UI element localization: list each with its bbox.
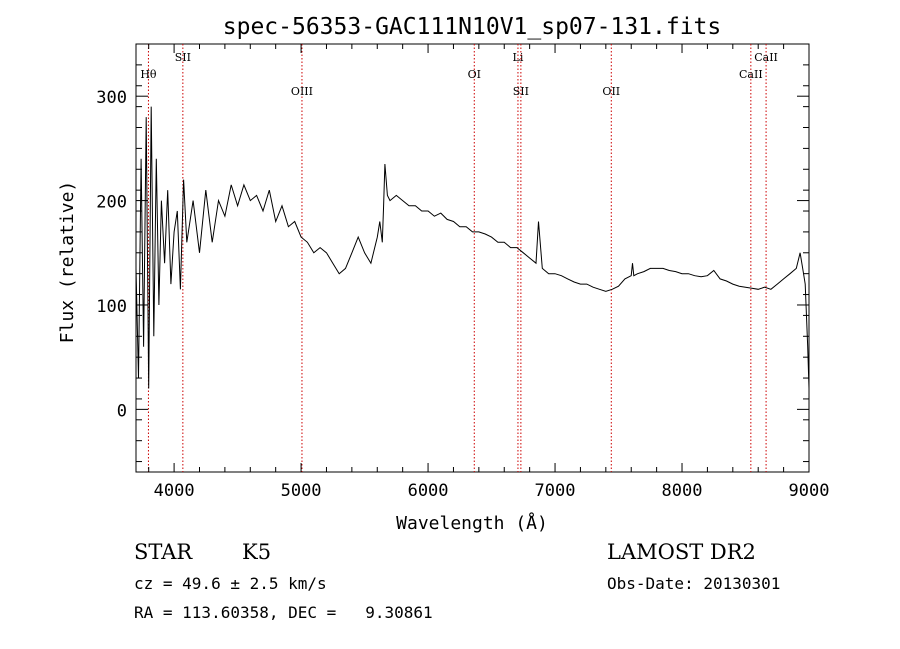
spectrum-line	[135, 106, 810, 389]
series-layer	[135, 106, 810, 389]
y-axis-label: Flux (relative)	[57, 181, 78, 344]
spectral-line-label: CaII	[739, 68, 763, 81]
y-tick-label: 0	[117, 401, 127, 421]
x-tick-label: 9000	[789, 481, 830, 501]
redshift-readout: cz = 49.6 ± 2.5 km/s	[134, 574, 327, 593]
y-axis: 0 100 200 300	[96, 43, 809, 463]
survey-name: LAMOST DR2	[607, 540, 756, 564]
x-tick-label: 4000	[154, 481, 195, 501]
spectral-line-markers: Hθ SII OIII OI Li SII OII CaII CaII	[140, 44, 778, 472]
chart-title: spec-56353-GAC111N10V1_sp07-131.fits	[223, 14, 722, 40]
subclass: K5	[242, 540, 272, 564]
spectral-line-label: OIII	[291, 85, 313, 98]
spectral-line-label: OII	[602, 85, 620, 98]
x-tick-label: 5000	[281, 481, 322, 501]
y-tick-label: 200	[96, 193, 127, 213]
coordinates: RA = 113.60358, DEC = 9.30861	[134, 603, 433, 622]
x-axis-label: Wavelength (Å)	[396, 512, 548, 534]
spectral-line-label: Li	[513, 51, 524, 64]
x-tick-label: 8000	[662, 481, 703, 501]
spectral-line-label: SII	[175, 51, 191, 64]
obs-date: Obs-Date: 20130301	[607, 574, 781, 593]
object-type: STAR	[134, 540, 193, 564]
x-tick-label: 6000	[408, 481, 449, 501]
spectral-line-label: Hθ	[140, 68, 157, 81]
y-tick-label: 100	[96, 297, 127, 317]
y-tick-label: 300	[96, 88, 127, 108]
spectral-line-label: CaII	[754, 51, 778, 64]
plot-frame	[135, 43, 810, 473]
x-axis: 4000 5000 6000 7000 8000 9000	[148, 44, 830, 501]
spectral-line-label: SII	[513, 85, 529, 98]
spectral-line-label: OI	[468, 68, 481, 81]
x-tick-label: 7000	[535, 481, 576, 501]
